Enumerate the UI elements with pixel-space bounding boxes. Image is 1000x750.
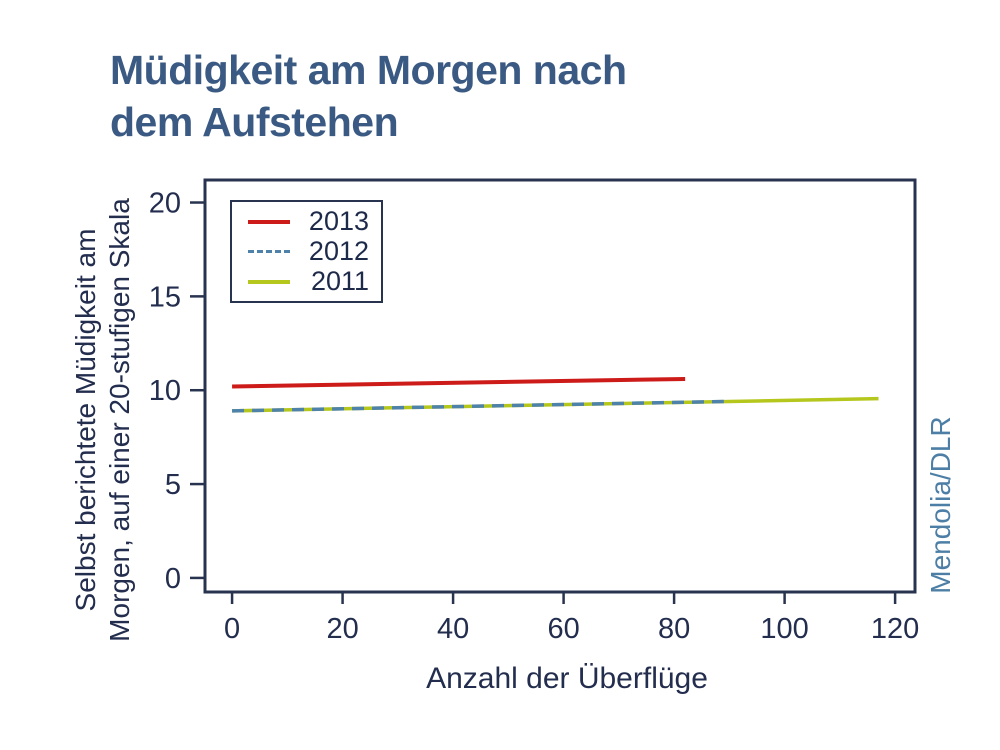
x-tick-label: 40 [437, 613, 469, 645]
x-tick-label: 0 [224, 613, 240, 645]
y-tick-label: 20 [149, 188, 181, 220]
x-tick-label: 20 [326, 613, 358, 645]
legend: 2013 2012 2011 [230, 200, 383, 303]
x-axis-label: Anzahl der Überflüge [426, 662, 708, 695]
x-tick-label: 100 [760, 613, 808, 645]
x-tick-label: 120 [871, 613, 919, 645]
legend-label-2013: 2013 [308, 206, 369, 236]
x-tick-label: 80 [658, 613, 690, 645]
legend-label-2012: 2012 [308, 236, 369, 266]
x-tick-label: 60 [547, 613, 579, 645]
chart-title-line-2: dem Aufstehen [110, 99, 399, 145]
credit-text: Mendolia/DLR [925, 416, 956, 594]
series-line-2012 [232, 399, 724, 413]
legend-line-sample-2013 [248, 219, 290, 224]
chart-title-line-1: Müdigkeit am Morgen nach [110, 47, 627, 93]
legend-line-sample-2011 [248, 279, 290, 284]
legend-item-2012: 2012 [242, 236, 371, 266]
y-tick-label: 5 [165, 469, 181, 501]
legend-item-2011: 2011 [242, 266, 371, 296]
y-tick-label: 0 [165, 563, 181, 595]
y-tick-label: 15 [149, 281, 181, 313]
legend-label-2011: 2011 [310, 266, 369, 296]
y-tick-label: 10 [149, 375, 181, 407]
legend-line-sample-2012 [248, 250, 290, 253]
legend-item-2013: 2013 [242, 206, 371, 236]
chart-title: Müdigkeit am Morgen nach dem Aufstehen [110, 44, 627, 148]
series-line-2013 [232, 376, 686, 389]
